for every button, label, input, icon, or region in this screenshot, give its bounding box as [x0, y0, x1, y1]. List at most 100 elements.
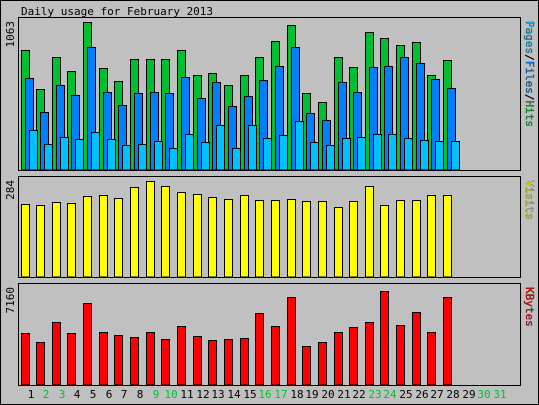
bar-kbytes-day-14: [224, 339, 233, 386]
x-tick-label-day-13: 13: [211, 388, 224, 401]
x-tick-label-day-12: 12: [196, 388, 209, 401]
x-tick-label-day-5: 5: [90, 388, 97, 401]
bar-pages-day-9: [154, 141, 163, 171]
x-tick-label-day-17: 17: [274, 388, 287, 401]
x-tick-label-day-19: 19: [305, 388, 318, 401]
bar-pages-day-13: [216, 125, 225, 171]
bar-visits-day-28: [443, 195, 452, 278]
bar-kbytes-day-9: [146, 332, 155, 386]
bar-pages-day-10: [169, 148, 178, 171]
bar-kbytes-day-6: [99, 332, 108, 386]
bar-visits-day-10: [161, 186, 170, 278]
bar-visits-day-26: [412, 200, 421, 278]
x-tick-label-day-26: 26: [415, 388, 428, 401]
bar-pages-day-6: [107, 139, 116, 171]
panel-kbytes: 7160 KBytes: [4, 283, 536, 386]
y-max-label: 1063: [4, 21, 17, 48]
bar-kbytes-day-1: [21, 333, 30, 386]
panel-pages-files-hits: 1063 Pages/Files/Hits: [4, 17, 536, 171]
x-tick-label-day-7: 7: [121, 388, 128, 401]
x-tick-label-day-14: 14: [227, 388, 241, 401]
bar-visits-day-18: [287, 199, 296, 278]
bar-kbytes-day-28: [443, 297, 452, 386]
x-tick-label-day-16: 16: [258, 388, 271, 401]
bar-kbytes-day-5: [83, 303, 92, 386]
bar-visits-day-12: [193, 194, 202, 278]
bar-kbytes-day-17: [271, 326, 280, 386]
bar-visits-day-1: [21, 204, 30, 278]
bar-pages-day-4: [75, 139, 84, 171]
bar-visits-day-15: [240, 195, 249, 278]
bar-kbytes-day-19: [302, 346, 311, 386]
bar-visits-day-9: [146, 181, 155, 278]
x-tick-label-day-20: 20: [321, 388, 334, 401]
bar-visits-day-7: [114, 198, 123, 278]
bar-visits-day-25: [396, 200, 405, 278]
bar-kbytes-day-7: [114, 335, 123, 386]
series-legend-label: Pages/Files/Hits: [523, 21, 536, 127]
x-tick-label-day-24: 24: [383, 388, 397, 401]
x-tick-label-day-23: 23: [368, 388, 381, 401]
series-pages: [29, 121, 460, 171]
bar-visits-day-16: [255, 200, 264, 278]
bar-pages-day-17: [279, 135, 288, 171]
bar-pages-day-5: [91, 132, 100, 171]
bar-pages-day-20: [326, 145, 335, 171]
x-tick-label-day-21: 21: [337, 388, 350, 401]
bar-pages-day-22: [357, 137, 366, 171]
chart-panels: 1063 Pages/Files/Hits 284 Visits 7160 KBytes: [4, 17, 536, 386]
x-tick-label-day-10: 10: [164, 388, 177, 401]
x-tick-label-day-28: 28: [446, 388, 459, 401]
bar-visits-day-22: [349, 201, 358, 278]
bar-pages-day-11: [185, 134, 194, 171]
x-axis-labels: 1 2 3 4 5 6 7 8 9 10 11 12 13 14 15 16 17 18 19 20 21 22 23 24 2…: [28, 388, 507, 401]
bar-pages-day-18: [295, 121, 304, 171]
x-tick-label-day-9: 9: [153, 388, 160, 401]
bar-kbytes-day-23: [365, 322, 374, 386]
bar-kbytes-day-12: [193, 336, 202, 386]
bar-visits-day-24: [380, 205, 389, 278]
bar-visits-day-23: [365, 186, 374, 278]
bar-kbytes-day-16: [255, 313, 264, 386]
bar-visits-day-21: [334, 207, 343, 278]
x-tick-label-day-30: 30: [477, 388, 490, 401]
bar-pages-day-15: [248, 125, 257, 171]
x-tick-label-day-18: 18: [290, 388, 303, 401]
series-legend-label: Visits: [523, 180, 536, 220]
bar-visits-day-5: [83, 196, 92, 278]
bar-pages-day-12: [201, 142, 210, 171]
chart-title: Daily usage for February 2013: [21, 5, 213, 18]
bar-visits-day-14: [224, 199, 233, 278]
bar-visits-day-8: [130, 187, 139, 278]
bar-visits-day-20: [318, 201, 327, 278]
bar-kbytes-day-24: [380, 291, 389, 386]
bar-pages-day-1: [29, 130, 38, 171]
bar-pages-day-14: [232, 148, 241, 171]
series-visits: [21, 181, 452, 278]
x-tick-label-day-25: 25: [399, 388, 412, 401]
bar-visits-day-11: [177, 192, 186, 278]
panel-visits: 284 Visits: [4, 176, 536, 278]
bar-kbytes-day-27: [427, 332, 436, 386]
bar-pages-day-21: [342, 138, 351, 171]
bar-visits-day-27: [427, 195, 436, 278]
bar-kbytes-day-2: [36, 342, 45, 386]
bar-kbytes-day-10: [161, 339, 170, 386]
bar-visits-day-19: [302, 201, 311, 278]
bar-visits-day-13: [208, 197, 217, 278]
bar-pages-day-25: [404, 138, 413, 171]
bar-kbytes-day-25: [396, 325, 405, 386]
x-tick-label-day-31: 31: [493, 388, 506, 401]
bar-pages-day-24: [388, 134, 397, 171]
bar-visits-day-3: [52, 202, 61, 278]
x-tick-label-day-6: 6: [106, 388, 113, 401]
series-legend-label: KBytes: [523, 287, 536, 327]
bar-pages-day-19: [310, 142, 319, 171]
bar-kbytes-day-4: [67, 333, 76, 386]
bar-kbytes-day-15: [240, 338, 249, 386]
bar-kbytes-day-11: [177, 326, 186, 386]
bar-kbytes-day-26: [412, 312, 421, 386]
bar-pages-day-28: [451, 141, 460, 171]
y-max-label: 7160: [4, 287, 17, 314]
